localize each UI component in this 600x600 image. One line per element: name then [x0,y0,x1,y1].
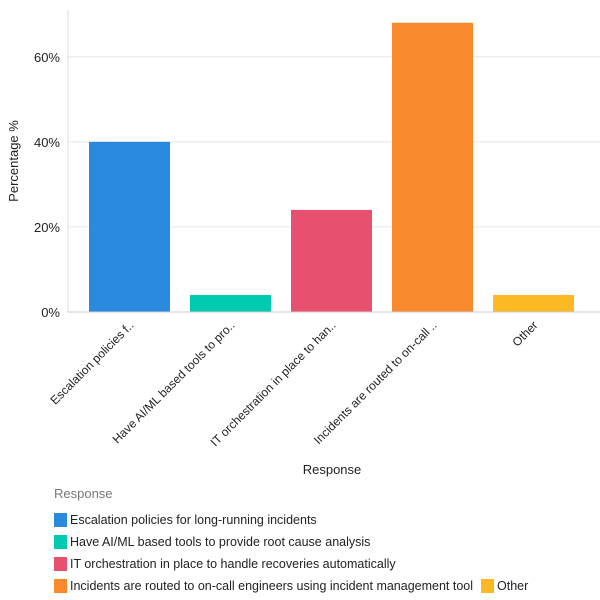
legend: Response Escalation policies for long-ru… [54,486,536,597]
x-axis-title: Response [303,462,362,477]
y-tick-label: 0% [41,305,60,320]
legend-swatch [481,579,495,593]
legend-title: Response [54,486,113,501]
legend-item[interactable]: Have AI/ML based tools to provide root c… [54,535,370,549]
legend-label: Escalation policies for long-running inc… [70,513,317,527]
y-axis-title: Percentage % [6,120,21,202]
y-tick-label: 60% [34,50,60,65]
legend-swatch [54,557,67,571]
legend-row: Have AI/ML based tools to provide root c… [54,531,536,553]
legend-label: Have AI/ML based tools to provide root c… [70,535,371,549]
legend-item[interactable]: Escalation policies for long-running inc… [54,513,317,527]
x-tick-label: Other [509,318,540,349]
bar [89,141,170,312]
bar-chart: 0% 20% 40% 60% Escalation policies f..Have A… [6,10,600,477]
legend-label: Incidents are routed to on-call engineer… [70,579,474,593]
x-tick-label: Incidents are routed to on-call .. [311,318,440,447]
legend-item[interactable]: Incidents are routed to on-call engineer… [54,579,473,593]
legend-row: IT orchestration in place to handle reco… [54,553,536,575]
bar [493,294,574,312]
x-tick-label: Have AI/ML based tools to pro.. [110,318,238,446]
legend-swatch [54,535,67,549]
x-tick-label: Escalation policies f.. [47,318,136,407]
legend-item[interactable]: Other [481,579,528,593]
legend-label: Other [497,579,529,593]
legend-swatch [54,513,67,527]
y-tick-label: 40% [34,135,60,150]
legend-swatch [54,579,67,593]
legend-label: IT orchestration in place to handle reco… [70,557,396,571]
legend-row: Escalation policies for long-running inc… [54,509,536,531]
bar [392,22,473,313]
bar [291,209,372,312]
legend-row: Incidents are routed to on-call engineer… [54,575,536,597]
legend-item[interactable]: IT orchestration in place to handle reco… [54,557,396,571]
y-tick-label: 20% [34,220,60,235]
bar [190,294,271,312]
